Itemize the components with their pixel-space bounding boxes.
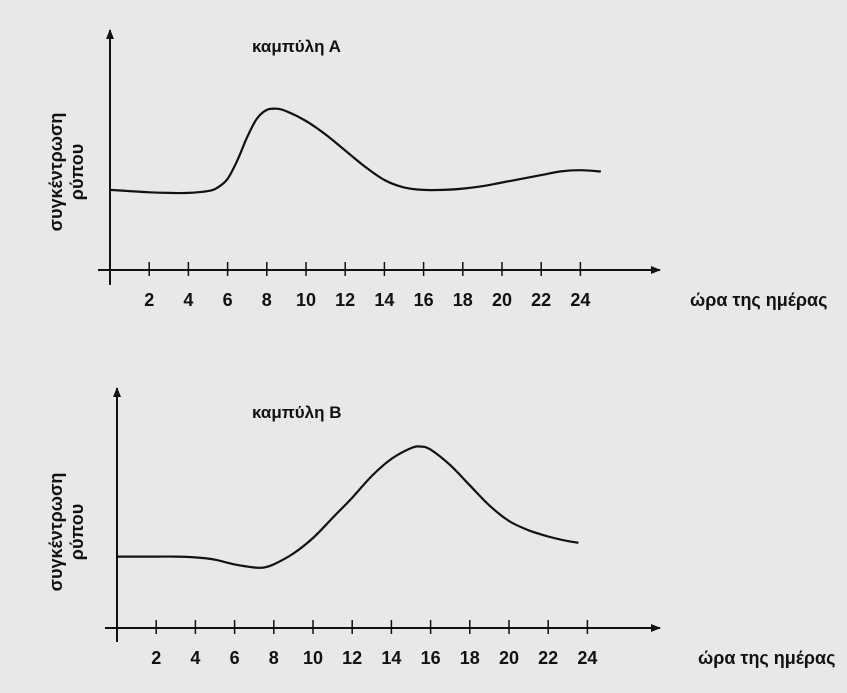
chart-a-x-tick-label: 10 — [296, 290, 316, 310]
chart-a-y-axis-label-line: ρύπου — [67, 144, 87, 200]
chart-b-x-tick-label: 24 — [577, 648, 597, 668]
chart-a-x-tick-label: 24 — [570, 290, 590, 310]
chart-a-x-tick-label: 4 — [183, 290, 193, 310]
chart-a-x-tick-label: 14 — [374, 290, 394, 310]
chart-b-x-tick-label: 2 — [151, 648, 161, 668]
chart-a-x-tick-label: 16 — [414, 290, 434, 310]
chart-b-y-axis-label-line: συγκέντρωση — [46, 473, 66, 592]
chart-b-x-tick-label: 8 — [269, 648, 279, 668]
chart-a-y-axis-label: συγκέντρωσηρύπου — [46, 113, 87, 232]
chart-b-x-tick-label: 6 — [230, 648, 240, 668]
chart-a-curve — [108, 107, 602, 195]
chart-b-x-tick-label: 14 — [381, 648, 401, 668]
chart-b-y-axis-label-line: ρύπου — [67, 504, 87, 560]
chart-a-x-tick-label: 20 — [492, 290, 512, 310]
chart-a-title: καμπύλη Α — [252, 37, 341, 56]
chart-a-x-tick-label: 8 — [262, 290, 272, 310]
chart-b-x-tick-label: 10 — [303, 648, 323, 668]
chart-b-x-tick-label: 16 — [421, 648, 441, 668]
chart-a-x-axis-label: ώρα της ημέρας — [690, 290, 828, 310]
chart-a-x-tick-label: 22 — [531, 290, 551, 310]
chart-a-y-axis-label-line: συγκέντρωση — [46, 113, 66, 232]
chart-b-title: καμπύλη Β — [252, 403, 342, 422]
chart-b-x-tick-label: 4 — [190, 648, 200, 668]
chart-b-x-tick-label: 18 — [460, 648, 480, 668]
chart-b-curve — [115, 445, 579, 569]
chart-a-x-tick-label: 12 — [335, 290, 355, 310]
chart-b-y-axis-label: συγκέντρωσηρύπου — [46, 473, 87, 592]
chart-a-x-tick-label: 6 — [223, 290, 233, 310]
chart-b-x-tick-label: 20 — [499, 648, 519, 668]
chart-b-x-tick-label: 12 — [342, 648, 362, 668]
chart-a-x-tick-label: 18 — [453, 290, 473, 310]
chart-b-x-axis-label: ώρα της ημέρας — [698, 648, 836, 668]
chart-b-x-tick-label: 22 — [538, 648, 558, 668]
chart-a-x-tick-label: 2 — [144, 290, 154, 310]
